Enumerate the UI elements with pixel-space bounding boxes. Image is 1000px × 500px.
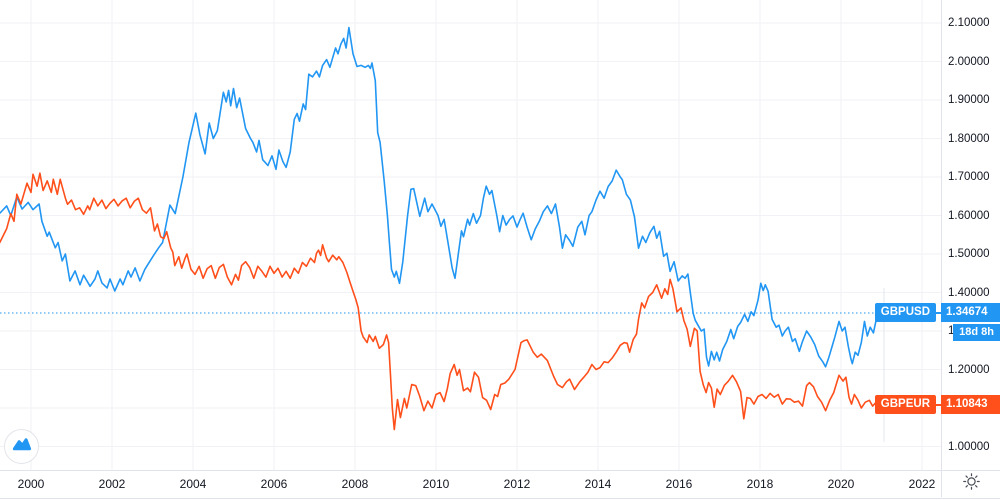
bar-countdown-badge: 18d 8h — [953, 324, 1000, 341]
time-tick-label: 2020 — [827, 477, 855, 491]
gbpeur-line — [0, 172, 885, 431]
chart-canvas[interactable] — [0, 0, 941, 470]
gbpeur-price-tick — [936, 403, 941, 406]
time-tick-label: 2014 — [584, 477, 612, 491]
time-tick-label: 2010 — [422, 477, 450, 491]
price-tick-label: 1.00000 — [948, 440, 990, 453]
time-tick-label: 2000 — [17, 477, 45, 491]
time-axis[interactable] — [0, 470, 1000, 499]
price-axis[interactable] — [941, 0, 1000, 470]
time-tick-label: 2006 — [260, 477, 288, 491]
price-tick-label: 2.00000 — [948, 55, 990, 68]
mountain-chart-icon — [10, 433, 33, 461]
price-tick-label: 1.60000 — [948, 209, 990, 222]
price-tick-label: 2.10000 — [948, 17, 990, 29]
gbpusd-price-tick — [936, 312, 941, 314]
price-tick-label: 1.90000 — [948, 94, 990, 106]
gbpeur-price-chip: 1.10843 — [941, 394, 1000, 414]
time-tick-label: 2016 — [665, 477, 693, 491]
time-tick-label: 2008 — [341, 477, 369, 491]
price-tick-label: 1.20000 — [948, 363, 990, 376]
time-tick-label: 2012 — [503, 477, 531, 491]
gbpusd-price-chip: 1.34674 — [941, 303, 1000, 322]
gbpeur-series-label[interactable]: GBPEUR — [874, 394, 936, 414]
price-tick-label: 1.80000 — [948, 132, 990, 145]
time-tick-label: 2018 — [746, 477, 774, 491]
time-tick-label: 2004 — [179, 477, 207, 491]
axis-settings-button[interactable] — [941, 471, 1000, 497]
price-tick-label: 1.40000 — [948, 286, 990, 299]
gbpusd-series-label[interactable]: GBPUSD — [874, 303, 936, 322]
time-tick-label: 2002 — [98, 477, 126, 491]
price-tick-label: 1.70000 — [948, 171, 990, 183]
gear-icon — [963, 473, 980, 495]
price-tick-label: 1.50000 — [948, 248, 990, 260]
tradingview-logo[interactable] — [4, 429, 39, 464]
gbpusd-line — [0, 26, 885, 368]
time-tick-label: 2022 — [908, 477, 936, 491]
